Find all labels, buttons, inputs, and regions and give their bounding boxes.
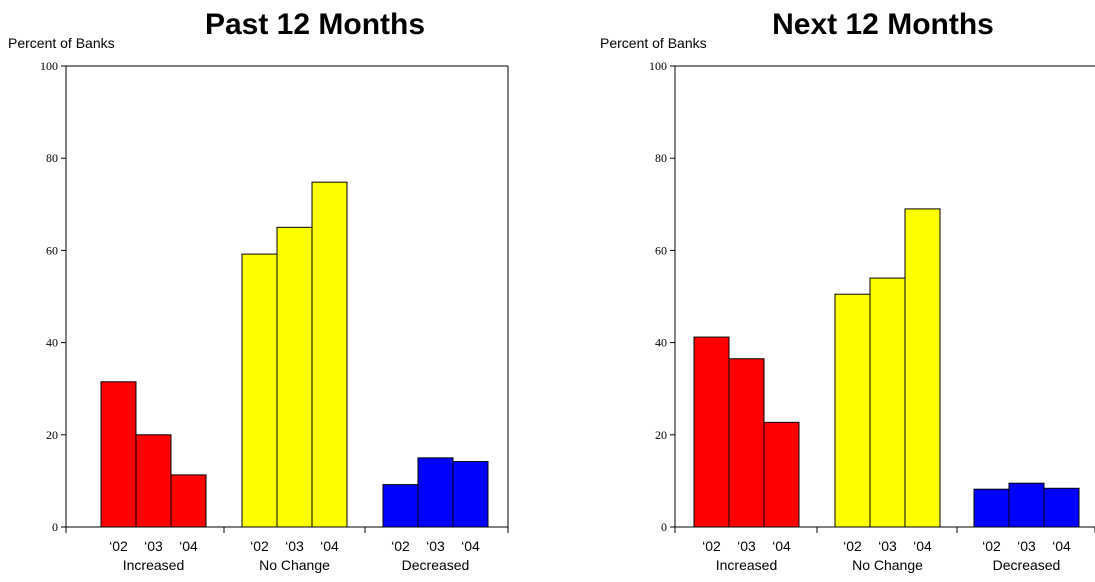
x-tick-label: ‘02 <box>391 538 410 554</box>
bar-decreased-0 <box>382 484 419 528</box>
y-tick-label: 60 <box>46 243 58 257</box>
x-tick-label: ‘02 <box>982 538 1001 554</box>
bar-decreased-2 <box>1043 487 1080 528</box>
bar-increased-0 <box>100 381 137 528</box>
bar-decreased-1 <box>1008 482 1045 528</box>
bar-no-change-0 <box>241 253 278 528</box>
y-tick-label: 80 <box>655 151 667 165</box>
bar-no-change-2 <box>904 208 941 528</box>
chart-svg: Past 12 Months Percent of Banks 0 20 40 60 80 1… <box>8 8 509 573</box>
x-tick-label: ‘02 <box>109 538 128 554</box>
y-tick-label: 80 <box>46 151 58 165</box>
x-tick-label: ‘04 <box>320 538 339 554</box>
y-tick-label: 0 <box>661 520 667 534</box>
x-tick-label: ‘02 <box>702 538 721 554</box>
chart-past-12-months: Past 12 Months Percent of Banks 0 20 40 60 80 1… <box>8 8 509 573</box>
group-label: No Change <box>259 557 330 573</box>
y-tick-label: 0 <box>52 520 58 534</box>
bar-decreased-2 <box>452 461 489 528</box>
group-label: No Change <box>852 557 923 573</box>
bar-no-change-1 <box>276 226 313 528</box>
bar-increased-1 <box>728 358 765 528</box>
bar-increased-2 <box>170 474 207 528</box>
x-tick-label: ‘03 <box>878 538 897 554</box>
y-tick-label: 20 <box>655 428 667 442</box>
y-tick-label: 20 <box>46 428 58 442</box>
x-tick-label: ‘04 <box>772 538 791 554</box>
chart-title: Next 12 Months <box>772 8 994 41</box>
chart-title: Past 12 Months <box>205 8 425 41</box>
chart-next-12-months: Next 12 Months Percent of Banks 0 20 40 60 80 1… <box>548 0 1095 582</box>
y-axis-label: Percent of Banks <box>8 35 115 51</box>
x-tick-label: ‘04 <box>461 538 480 554</box>
x-tick-label: ‘04 <box>179 538 198 554</box>
x-tick-label: ‘03 <box>144 538 163 554</box>
y-tick-label: 100 <box>40 59 58 73</box>
bar-increased-2 <box>763 421 800 528</box>
y-tick-label: 100 <box>649 59 667 73</box>
group-label: Increased <box>716 557 777 573</box>
x-tick-label: ‘02 <box>250 538 269 554</box>
y-tick-label: 40 <box>46 336 58 350</box>
y-tick-label: 40 <box>655 336 667 350</box>
x-tick-label: ‘03 <box>1017 538 1036 554</box>
bar-no-change-2 <box>311 181 348 528</box>
bar-no-change-1 <box>869 277 906 528</box>
bar-decreased-0 <box>973 488 1010 528</box>
x-tick-label: ‘03 <box>285 538 304 554</box>
x-tick-label: ‘03 <box>426 538 445 554</box>
x-tick-label: ‘02 <box>843 538 862 554</box>
chart-svg: Next 12 Months Percent of Banks 0 20 40 60 80 1… <box>600 8 1095 573</box>
x-tick-label: ‘04 <box>913 538 932 554</box>
x-tick-label: ‘03 <box>737 538 756 554</box>
y-axis-label: Percent of Banks <box>600 35 707 51</box>
bar-decreased-1 <box>417 457 454 528</box>
bar-no-change-0 <box>834 293 871 528</box>
x-tick-label: ‘04 <box>1052 538 1071 554</box>
group-label: Increased <box>123 557 184 573</box>
group-label: Decreased <box>993 557 1061 573</box>
y-tick-label: 60 <box>655 243 667 257</box>
bar-increased-1 <box>135 434 172 528</box>
group-label: Decreased <box>402 557 470 573</box>
bar-increased-0 <box>693 336 730 528</box>
